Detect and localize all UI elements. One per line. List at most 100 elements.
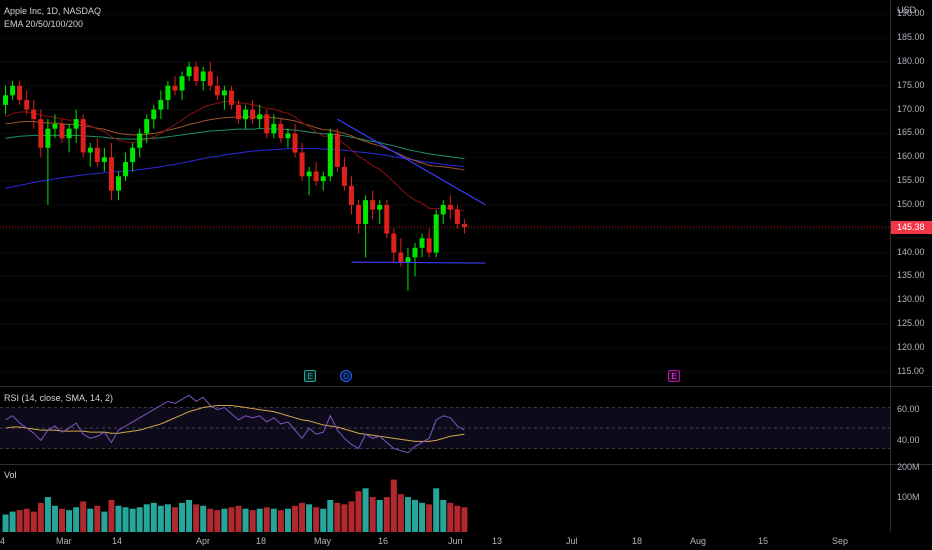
price-tick: 185.00 (897, 32, 925, 43)
volume-bar (447, 502, 454, 532)
volume-bar (122, 507, 129, 532)
time-tick: Apr (196, 536, 211, 546)
volume-bar (179, 502, 186, 532)
ema-legend[interactable]: EMA 20/50/100/200 (4, 19, 84, 29)
candle-body (461, 223, 467, 227)
volume-bar (73, 507, 80, 532)
candle-body (172, 85, 178, 91)
volume-tick: 100M (897, 492, 920, 502)
volume-bar (256, 508, 263, 532)
volume-bar (143, 504, 150, 532)
candle-body (320, 176, 326, 182)
volume-bar (59, 508, 66, 532)
candle-body (412, 247, 418, 258)
rsi-chart-svg[interactable] (0, 387, 890, 464)
candle-body (334, 133, 340, 167)
candle-body (73, 119, 79, 129)
volume-legend[interactable]: Vol (4, 470, 17, 480)
candle-body (17, 85, 23, 101)
volume-bar (193, 504, 200, 532)
candle-body (243, 109, 249, 120)
volume-bar (30, 511, 37, 532)
candle-body (363, 200, 369, 224)
candle-body (186, 66, 192, 77)
time-tick: 15 (758, 536, 769, 546)
volume-bar (362, 488, 369, 532)
candle-body (250, 109, 256, 120)
time-tick: 16 (378, 536, 389, 546)
candle-body (278, 123, 284, 139)
candle-body (257, 114, 263, 120)
volume-bar (249, 510, 256, 532)
volume-bar (87, 508, 94, 532)
candle-body (193, 66, 199, 82)
volume-bar (334, 502, 341, 532)
volume-bar (263, 507, 270, 532)
price-chart-pane[interactable]: Apple Inc, 1D, NASDAQ EMA 20/50/100/200 … (0, 0, 890, 386)
volume-bar (327, 499, 334, 532)
volume-bar (355, 491, 362, 532)
volume-bar (214, 510, 221, 532)
dividend-event-icon[interactable]: D (340, 370, 352, 382)
volume-chart-svg[interactable] (0, 465, 890, 532)
volume-bar (16, 510, 23, 532)
rsi-legend[interactable]: RSI (14, close, SMA, 14, 2) (4, 393, 114, 403)
candle-body (440, 204, 446, 215)
last-price-tag: 145.38 (891, 220, 932, 234)
volume-bar (376, 499, 383, 532)
price-tick: 130.00 (897, 294, 925, 305)
volume-bar (2, 514, 9, 532)
volume-bar (313, 507, 320, 532)
time-tick: May (314, 536, 332, 546)
candle-body (130, 147, 136, 163)
price-tick: 165.00 (897, 127, 925, 138)
time-axis[interactable]: 4 Mar 14 Apr 18 May 16 Jun 13 Jul 18 Aug 15 Sep (0, 532, 932, 550)
price-tick: 135.00 (897, 270, 925, 281)
symbol-legend[interactable]: Apple Inc, 1D, NASDAQ (4, 6, 102, 16)
candle-body (108, 157, 114, 191)
volume-bar (186, 499, 193, 532)
volume-bar (150, 502, 157, 532)
earnings-event-icon[interactable]: E (304, 370, 316, 382)
candle-body (144, 119, 150, 134)
pane-divider[interactable] (0, 386, 932, 387)
candle-body (38, 119, 44, 148)
volume-bar (320, 508, 327, 532)
pane-divider[interactable] (0, 464, 932, 465)
candle-body (3, 95, 9, 105)
candle-body (426, 238, 432, 253)
price-axis[interactable]: USD 190.00 185.00 180.00 175.00 170.00 165.00… (891, 0, 932, 386)
candle-body (45, 128, 51, 148)
volume-bar (115, 505, 122, 532)
rsi-pane[interactable]: RSI (14, close, SMA, 14, 2) (0, 387, 890, 464)
candle-body (285, 133, 291, 139)
candle-body (115, 176, 121, 191)
candle-body (94, 147, 100, 163)
volume-bar (164, 504, 171, 532)
volume-bar (390, 479, 397, 532)
time-tick: Sep (832, 536, 849, 546)
volume-tick: 200M (897, 462, 920, 472)
volume-bar (440, 499, 447, 532)
volume-bar (291, 505, 298, 532)
upcoming-earnings-event-icon[interactable]: E (668, 370, 680, 382)
time-tick: 18 (256, 536, 267, 546)
candle-body (419, 238, 425, 248)
price-tick: 140.00 (897, 246, 925, 257)
volume-axis[interactable]: 200M 100M (891, 462, 932, 532)
volume-pane[interactable]: Vol (0, 465, 890, 532)
volume-bar (44, 497, 51, 532)
candle-body (31, 109, 37, 120)
candle-body (158, 100, 164, 110)
candle-body (66, 128, 72, 139)
price-tick: 160.00 (897, 151, 925, 162)
candle-body (214, 85, 220, 96)
volume-bar (94, 505, 101, 532)
rsi-axis[interactable]: 60.00 40.00 (891, 387, 932, 464)
candle-body (384, 204, 390, 234)
volume-bar (369, 497, 376, 532)
volume-bar (9, 511, 16, 532)
candle-body (80, 119, 86, 153)
price-chart-svg[interactable] (0, 0, 890, 386)
volume-bar (37, 502, 44, 532)
